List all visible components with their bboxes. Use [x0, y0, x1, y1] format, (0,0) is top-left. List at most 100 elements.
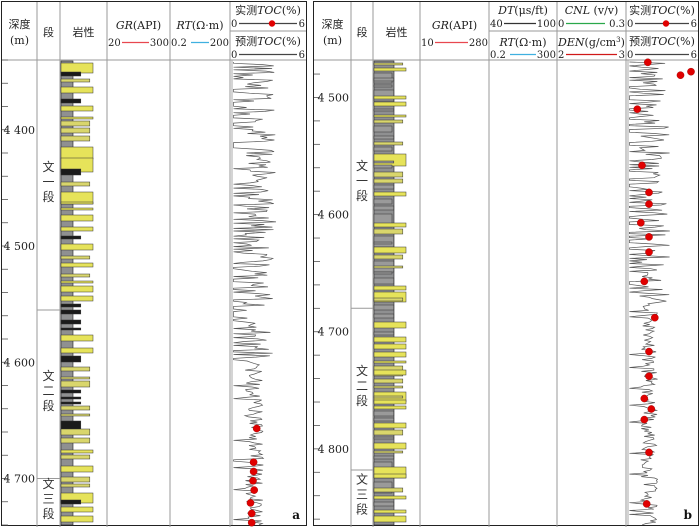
lithology-bed — [373, 135, 395, 140]
lithology-bed — [60, 226, 94, 232]
lithology-bed — [373, 254, 404, 260]
toc-predicted-curve — [233, 62, 277, 526]
segment-label: 文三段 — [356, 471, 368, 516]
lithology-bed — [373, 442, 407, 450]
lithology-bed — [373, 222, 407, 228]
lithology-bed — [60, 405, 91, 411]
lithology-bed — [373, 473, 407, 479]
lithology-bed — [373, 351, 407, 358]
toc-measured-point — [640, 415, 649, 424]
lithology-bed — [60, 347, 94, 354]
lithology-bed — [373, 77, 395, 82]
toc-measured-point — [250, 486, 258, 494]
lithology-bed — [373, 429, 404, 436]
depth-label: 4 400 — [4, 124, 36, 137]
lithology-bed — [373, 95, 407, 100]
toc-measured-header: 实测TOC(%) — [235, 3, 301, 17]
toc-predicted-curve — [629, 61, 670, 526]
lithology-bed — [60, 273, 91, 278]
well-log-panel-a: 深度 (m) 段 岩性 GR(API) 20 300 RT(Ω·m) 0.2 200 实测TOC(%… — [2, 2, 306, 527]
lithology-bed — [373, 395, 404, 399]
depth-unit: (m) — [323, 34, 342, 47]
toc-measured-point — [246, 499, 255, 507]
segment-header: 段 — [357, 25, 368, 39]
toc-measured-point — [633, 105, 642, 113]
rt-min: 0.2 — [171, 38, 187, 49]
lithology-bed — [60, 214, 94, 222]
lithology-bed — [373, 487, 404, 493]
lithology-bed — [60, 127, 91, 134]
rt-header: RT(Ω·m) — [175, 19, 223, 32]
rt-header: RT(Ω·m) — [498, 36, 546, 49]
lithology-bed — [60, 71, 82, 77]
lithology-bed — [373, 304, 395, 311]
lithology-bed — [60, 243, 94, 251]
toc-measured-point — [642, 500, 651, 508]
lithology-bed — [60, 285, 94, 293]
lithology-bed — [373, 417, 395, 422]
lithology-bed — [373, 331, 395, 336]
lithology-bed — [60, 146, 94, 160]
toc-measured-point — [640, 277, 649, 286]
lithology-bed — [373, 235, 395, 248]
toc-measured-min: 0 — [231, 19, 237, 30]
lithology-bed — [60, 476, 91, 483]
lithology-bed — [373, 277, 395, 285]
den-max: 3 — [619, 50, 625, 61]
dt-header: DT(μs/ft) — [497, 4, 548, 17]
lithology-bed — [373, 405, 407, 410]
lithology-bed — [60, 280, 94, 284]
lithology-bed — [60, 255, 91, 260]
lithology-bed — [373, 241, 393, 245]
toc-measured-legend-marker — [268, 20, 276, 27]
lithology-bed — [60, 499, 82, 505]
toc-measured-point — [645, 200, 653, 208]
lithology-bed — [373, 481, 393, 494]
toc-measured-point — [645, 347, 653, 356]
lithology-bed — [373, 399, 407, 405]
rt-max: 300 — [537, 50, 556, 61]
lithology-bed — [60, 380, 91, 388]
lithology-bed — [373, 313, 395, 319]
lithology-bed — [60, 396, 82, 400]
lithology-bed — [373, 108, 395, 112]
lithology-bed — [373, 178, 404, 184]
lithology-bed — [60, 355, 82, 363]
lithology-bed — [60, 319, 82, 325]
depth-label: 4 700 — [4, 473, 36, 486]
depth-label: 4 500 — [4, 240, 36, 253]
lithology-bed — [60, 78, 91, 83]
toc-measured-point — [645, 448, 653, 457]
toc-measured-point — [647, 405, 656, 413]
lithology-bed — [373, 285, 407, 291]
toc-measured-legend-marker — [662, 20, 670, 27]
lithology-bed — [60, 465, 94, 473]
lithology-bed — [373, 360, 407, 364]
cnl-header: CNL (v/v) — [565, 4, 619, 17]
lithology-bed — [60, 506, 94, 513]
toc-measured-point — [643, 58, 652, 67]
lithology-bed — [373, 171, 404, 178]
toc-measured-header: 实测TOC(%) — [629, 3, 695, 17]
segment-header: 段 — [43, 25, 54, 39]
lithology-bed — [60, 327, 82, 331]
segment-label: 文一段 — [356, 158, 368, 203]
lithology-bed — [373, 164, 393, 169]
lithology-bed — [60, 262, 94, 268]
lithology-bed — [373, 271, 393, 275]
toc-measured-max: 6 — [299, 19, 305, 30]
toc-predicted-min: 0 — [627, 50, 633, 61]
gr-min: 10 — [421, 38, 434, 49]
lithology-bed — [373, 455, 395, 460]
toc-predicted-header: 预测TOC(%) — [235, 35, 301, 48]
lithology-bed — [373, 205, 395, 211]
gr-max: 280 — [469, 38, 488, 49]
lithology-bed — [60, 483, 91, 488]
depth-label: 4 800 — [318, 443, 350, 456]
lithology-bed — [373, 369, 407, 376]
lithology-bed — [60, 207, 94, 211]
toc-measured-point — [640, 394, 649, 403]
rt-max: 200 — [210, 38, 229, 49]
lithology-bed — [60, 295, 94, 302]
lithology-bed — [373, 67, 407, 72]
